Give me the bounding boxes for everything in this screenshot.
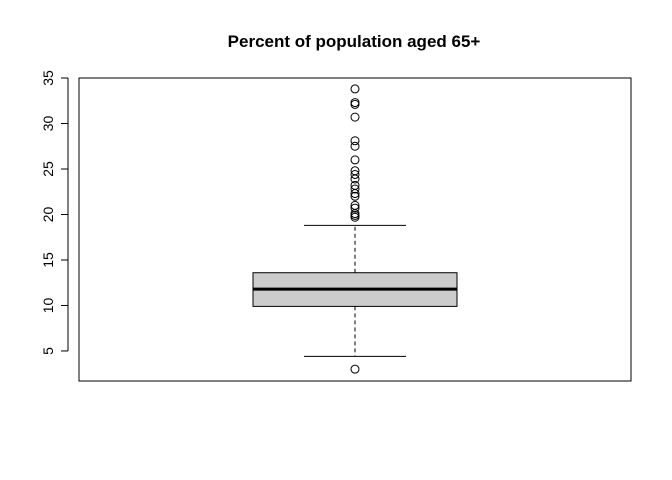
y-tick-label-5: 5 <box>40 347 56 355</box>
outlier-point-10 <box>350 174 360 184</box>
boxplot <box>252 224 458 357</box>
outlier-point-6 <box>350 141 360 151</box>
outlier-point-5 <box>350 136 360 146</box>
y-tick-label-25: 25 <box>40 161 56 177</box>
outlier-point-9 <box>350 169 360 179</box>
plot-frame <box>78 77 632 382</box>
outlier-point-12 <box>350 184 360 194</box>
y-tick-label-20: 20 <box>40 206 56 222</box>
outlier-point-7 <box>350 155 360 165</box>
y-tick-label-15: 15 <box>40 252 56 268</box>
y-axis: 5 10 15 20 25 30 35 <box>40 70 69 355</box>
outlier-point-20 <box>350 364 360 374</box>
y-tick-label-35: 35 <box>40 70 56 86</box>
outlier-point-4 <box>350 112 360 122</box>
outlier-point-3 <box>350 99 360 109</box>
outliers <box>350 84 360 374</box>
y-tick-label-30: 30 <box>40 115 56 131</box>
outlier-point-1 <box>350 84 360 94</box>
outlier-point-13 <box>350 189 360 199</box>
outlier-point-2 <box>350 98 360 108</box>
outlier-point-16 <box>350 203 360 213</box>
y-tick-label-10: 10 <box>40 297 56 313</box>
chart-title: Percent of population aged 65+ <box>228 32 481 51</box>
outlier-point-14 <box>350 191 360 201</box>
outlier-point-19 <box>350 212 360 222</box>
